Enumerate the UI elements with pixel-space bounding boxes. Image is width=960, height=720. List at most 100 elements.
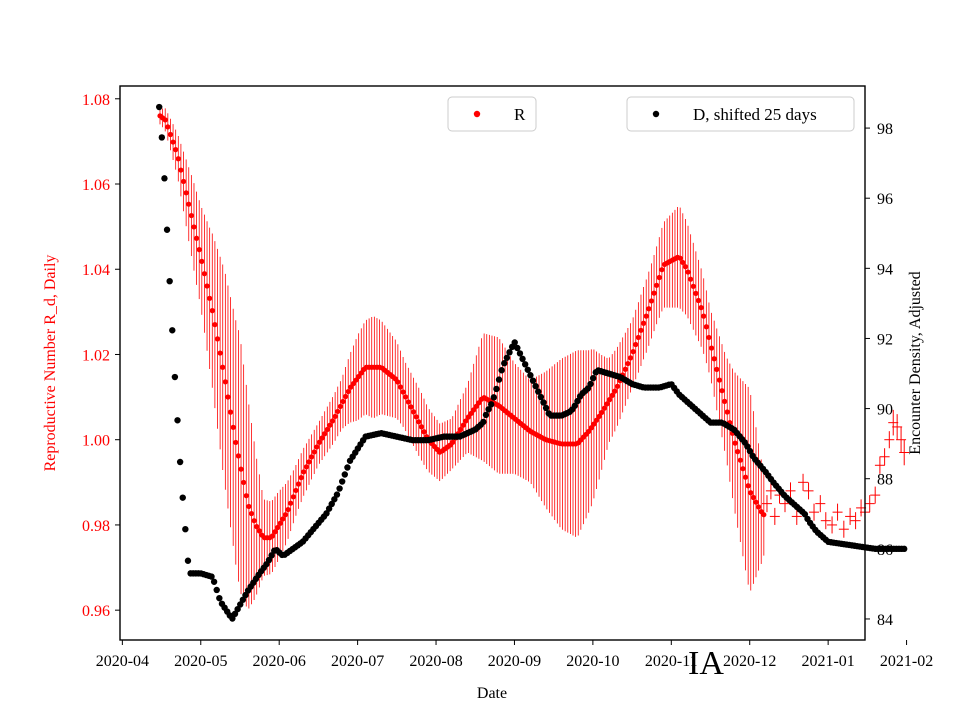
r-point xyxy=(659,267,665,273)
r-point xyxy=(397,384,404,390)
d-point xyxy=(338,478,346,485)
r-point xyxy=(272,529,278,535)
r-point xyxy=(332,413,338,420)
x-tick-label: 2021-02 xyxy=(880,653,933,670)
r-point xyxy=(708,345,715,351)
d-point xyxy=(171,373,179,381)
r-point xyxy=(246,503,252,510)
r-point xyxy=(468,410,474,417)
x-tick-label: 2020-07 xyxy=(331,653,384,670)
d-point xyxy=(210,578,218,585)
d-point xyxy=(746,447,754,455)
r-point xyxy=(635,334,641,341)
r-point xyxy=(275,524,281,531)
r-point xyxy=(238,466,244,472)
r-point xyxy=(183,190,189,196)
r-point xyxy=(405,399,411,405)
r-point xyxy=(254,524,260,530)
r-point xyxy=(599,409,605,416)
d-point xyxy=(498,367,505,374)
r-point xyxy=(309,454,315,460)
x-tick-label: 2020-09 xyxy=(488,653,541,670)
r-point xyxy=(701,313,707,319)
d-point xyxy=(501,360,508,367)
r-point xyxy=(680,259,686,266)
d-point xyxy=(744,443,751,450)
r-point xyxy=(350,380,357,387)
r-point xyxy=(703,324,709,330)
right-y-tick-label: 96 xyxy=(877,191,893,208)
d-point xyxy=(482,411,490,419)
d-point xyxy=(174,417,181,424)
x-tick-label: 2020-11 xyxy=(645,653,698,670)
r-point xyxy=(327,422,333,428)
d-point xyxy=(182,526,189,533)
left-y-axis: 0.96 0.98 1.00 1.02 1.04 1.06 1.08 xyxy=(82,92,120,620)
r-point xyxy=(601,405,607,411)
r-point xyxy=(214,336,221,342)
r-point xyxy=(465,414,472,420)
x-tick-label: 2020-08 xyxy=(409,653,462,670)
d-point xyxy=(268,552,275,559)
d-point xyxy=(542,404,550,412)
r-error-bars xyxy=(159,107,765,609)
d-point xyxy=(519,355,526,363)
r-point xyxy=(217,350,223,356)
d-point xyxy=(537,393,545,401)
r-point xyxy=(593,417,600,423)
r-point xyxy=(614,383,621,389)
r-point xyxy=(162,117,168,123)
d-point xyxy=(495,376,503,383)
r-point xyxy=(395,379,401,385)
r-point xyxy=(356,373,362,380)
r-point xyxy=(301,469,307,475)
d-point xyxy=(331,496,338,503)
r-point xyxy=(298,475,304,481)
d-point xyxy=(216,594,223,602)
r-point xyxy=(651,290,657,296)
left-y-tick-label: 1.02 xyxy=(82,347,110,364)
r-point xyxy=(685,269,691,275)
x-tick-label: 2020-05 xyxy=(174,653,227,670)
legend-r-marker xyxy=(473,110,481,118)
r-point xyxy=(340,398,346,405)
d-point xyxy=(524,366,531,373)
legend-r-label: R xyxy=(514,105,526,124)
r-point xyxy=(591,421,597,427)
r-point xyxy=(303,464,309,470)
r-point xyxy=(193,235,200,241)
right-y-tick-label: 84 xyxy=(877,612,893,629)
r-point xyxy=(609,392,615,398)
d-point xyxy=(333,491,341,498)
d-point xyxy=(237,601,244,608)
left-y-tick-label: 1.04 xyxy=(82,262,110,279)
r-point xyxy=(212,322,218,328)
r-point xyxy=(175,156,181,162)
r-point xyxy=(421,429,427,435)
r-point xyxy=(643,313,649,319)
d-point xyxy=(265,556,273,564)
d-point xyxy=(176,458,184,466)
r-point xyxy=(337,403,343,410)
d-point xyxy=(487,401,495,408)
left-y-axis-label: Reproductive Number R_d, Daily xyxy=(42,255,59,472)
r-point xyxy=(358,370,364,376)
r-point xyxy=(235,453,242,459)
legend-d-box xyxy=(626,96,855,132)
r-point xyxy=(640,320,647,326)
r-point xyxy=(400,389,406,395)
r-point xyxy=(625,360,631,367)
r-point xyxy=(719,388,725,394)
r-point xyxy=(269,533,275,539)
d-point xyxy=(571,402,579,409)
r-point xyxy=(473,403,479,409)
legend-d-label: D, shifted 25 days xyxy=(693,105,817,124)
right-y-tick-label: 88 xyxy=(877,472,893,489)
r-point xyxy=(170,139,176,145)
x-tick-label: 2020-04 xyxy=(96,653,149,670)
state-label: IA xyxy=(688,645,724,682)
r-point xyxy=(199,258,205,264)
legend-d: D, shifted 25 days xyxy=(626,96,855,132)
d-point xyxy=(490,394,498,401)
r-point xyxy=(233,439,239,446)
